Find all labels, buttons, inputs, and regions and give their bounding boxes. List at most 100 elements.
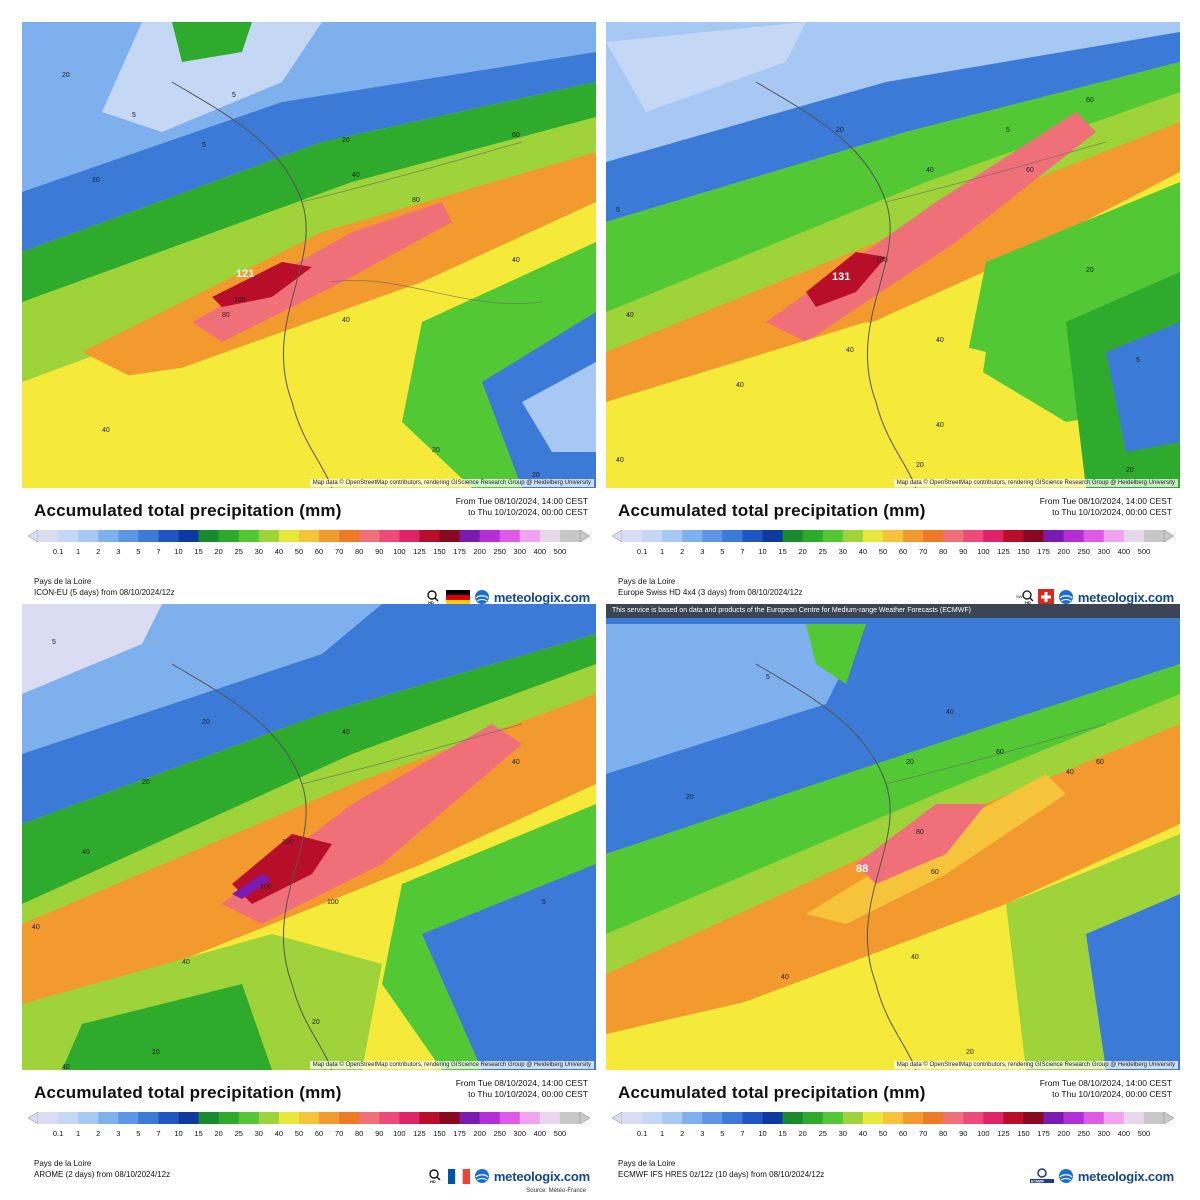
scale-tick-label: 1 (660, 1129, 664, 1138)
scale-swatch (923, 1112, 944, 1124)
scale-tick-label: 125 (997, 547, 1010, 556)
scale-swatch (178, 1112, 199, 1124)
scale-swatch (479, 1112, 501, 1124)
precip-map[interactable]: 88 5 20 20 40 60 60 80 60 40 40 40 20 Th… (606, 604, 1180, 1070)
fr-flag-icon (447, 1168, 470, 1184)
time-to: to Thu 10/10/2024, 00:00 CEST (1052, 1089, 1172, 1099)
legend-title: Accumulated total precipitation (mm) (618, 1083, 926, 1102)
scale-tick-label: 150 (433, 547, 446, 556)
scale-tick-label: 400 (1118, 1129, 1131, 1138)
scale-tick-label: 3 (116, 547, 120, 556)
time-range: From Tue 08/10/2024, 14:00 CEST to Thu 1… (456, 1078, 588, 1100)
scale-tick-label: 3 (700, 547, 704, 556)
region-label: Pays de la Loire (618, 1159, 676, 1168)
legend-title: Accumulated total precipitation (mm) (34, 1083, 342, 1102)
scale-swatch (1143, 530, 1165, 542)
scale-tick-label: 25 (819, 1129, 827, 1138)
scale-swatch (298, 530, 320, 542)
scale-swatch (1003, 530, 1024, 542)
contour-label: 20 (906, 759, 914, 766)
scale-swatch (359, 530, 380, 542)
map-attribution: Map data © OpenStreetMap contributors, r… (309, 1061, 594, 1069)
meteologix-globe-icon (1058, 590, 1073, 604)
contour-label: 20 (686, 794, 694, 801)
time-range: From Tue 08/10/2024, 14:00 CEST to Thu 1… (1040, 1078, 1172, 1100)
scale-swatch (399, 530, 420, 542)
contour-label: 60 (1096, 759, 1104, 766)
map-attribution: Map data © OpenStreetMap contributors, r… (309, 479, 594, 487)
scale-swatch (1123, 1112, 1145, 1124)
scale-swatch (258, 530, 280, 542)
scale-tick-label: 200 (473, 1129, 486, 1138)
scale-tick-label: 20 (798, 547, 806, 556)
scale-swatch (138, 530, 159, 542)
scale-tick-label: 80 (939, 547, 947, 556)
scale-tick-label: 70 (335, 1129, 343, 1138)
brand-name[interactable]: meteologix.com (1077, 589, 1174, 605)
brand-name[interactable]: meteologix.com (1077, 1168, 1174, 1184)
scale-swatch (539, 1112, 561, 1124)
brand-name[interactable]: meteologix.com (493, 589, 590, 605)
scale-swatch (1023, 1112, 1044, 1124)
scale-tick-label: 30 (255, 1129, 263, 1138)
scale-swatch (622, 1112, 643, 1124)
scale-tick-label: 10 (758, 547, 766, 556)
scale-swatch (559, 530, 581, 542)
contour-label: 40 (352, 172, 360, 179)
scale-swatch (419, 1112, 440, 1124)
scale-swatch (1143, 1112, 1165, 1124)
scale-swatch (963, 1112, 984, 1124)
scale-tick-label: 500 (1138, 547, 1151, 556)
scale-swatch (459, 530, 480, 542)
scale-tick-label: 20 (214, 547, 222, 556)
precip-map-svg: 5 20 40 40 100 100 100 40 40 20 20 40 5 … (22, 604, 596, 1070)
scale-tick-label: 500 (1138, 1129, 1151, 1138)
scale-swatch (762, 530, 783, 542)
scale-tick-label: 500 (554, 547, 567, 556)
scale-tick-label: 0.1 (53, 547, 63, 556)
scale-tick-label: 2 (96, 1129, 100, 1138)
scale-swatch (78, 530, 99, 542)
scale-swatch (1083, 530, 1105, 542)
scale-tick-label: 40 (859, 1129, 867, 1138)
scale-swatch (943, 530, 964, 542)
contour-label: 60 (1086, 97, 1094, 104)
scale-tick-label: 70 (919, 1129, 927, 1138)
scale-tick-label: 1 (76, 1129, 80, 1138)
precip-map[interactable]: 5 20 40 40 100 100 100 40 40 20 20 40 5 … (22, 604, 596, 1070)
scale-tick-label: 175 (453, 1129, 466, 1138)
de-flag-icon (445, 589, 470, 605)
scale-swatch (782, 1112, 803, 1124)
scale-swatch (762, 1112, 783, 1124)
scale-tick-label: 125 (997, 1129, 1010, 1138)
contour-label: 5 (1136, 357, 1140, 364)
scale-tick-label: 60 (899, 547, 907, 556)
contour-label: 20 (62, 72, 70, 79)
contour-label: 20 (432, 447, 440, 454)
precip-map[interactable]: 121 5 5 5 20 20 40 40 40 60 80 80 100 20… (22, 22, 596, 488)
ch-flag-icon (1037, 589, 1054, 605)
precip-map[interactable]: 131 5 5 20 40 60 60 100 40 40 40 20 40 4… (606, 22, 1180, 488)
scale-tick-label: 50 (879, 1129, 887, 1138)
brand-name[interactable]: meteologix.com (493, 1168, 590, 1184)
legend-title: Accumulated total precipitation (mm) (618, 501, 926, 520)
contour-label: 20 (836, 127, 844, 134)
scale-tick-label: 100 (393, 1129, 406, 1138)
scale-swatch (903, 1112, 924, 1124)
contour-label: 40 (781, 974, 789, 981)
time-to: to Thu 10/10/2024, 00:00 CEST (468, 1089, 588, 1099)
scale-tick-label: 30 (839, 1129, 847, 1138)
brand-block: SW HD meteologix.com (1016, 589, 1174, 605)
legend-title: Accumulated total precipitation (mm) (34, 501, 342, 520)
scale-tick-label: 175 (1037, 1129, 1050, 1138)
scale-swatch (399, 1112, 420, 1124)
scale-swatch (439, 1112, 460, 1124)
scale-arrow-left (612, 1111, 623, 1125)
brand-block: ECMWF meteologix.com (1029, 1168, 1174, 1184)
contour-label: 40 (82, 849, 90, 856)
scale-swatch (702, 530, 723, 542)
max-value-label: 131 (832, 271, 850, 283)
map-attribution: Map data © OpenStreetMap contributors, r… (893, 1061, 1178, 1069)
color-scale: 0.1 1 2 3 5 7 10 15 20 25 30 40 50 60 70 80 90 100 125 150 1… (612, 1111, 1174, 1138)
scale-arrow-right (579, 529, 590, 543)
